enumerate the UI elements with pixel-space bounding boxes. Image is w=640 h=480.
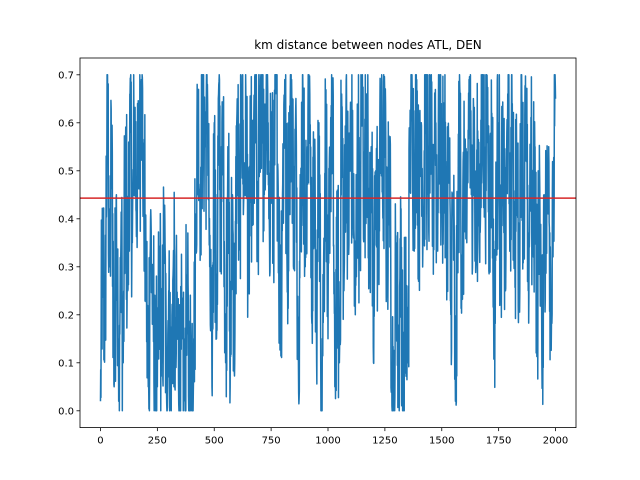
x-axis: 0 250 500 750 1000 1250 1500 1750 2000 [97,427,568,447]
x-tick-label: 250 [148,436,167,447]
y-tick-label: 0.6 [58,118,74,129]
x-tick-label: 1250 [372,436,397,447]
x-tick-label: 1000 [315,436,340,447]
x-tick-label: 0 [97,436,103,447]
y-tick-label: 0.3 [58,262,74,273]
x-tick-label: 750 [262,436,281,447]
series-layer [99,74,557,412]
x-tick-label: 1500 [429,436,454,447]
y-tick-label: 0.1 [58,358,74,369]
x-tick-label: 2000 [543,436,568,447]
y-tick-label: 0.2 [58,310,74,321]
y-tick-label: 0.5 [58,166,74,177]
x-tick-label: 500 [205,436,224,447]
y-tick-label: 0.7 [58,70,74,81]
y-tick-label: 0.0 [58,406,74,417]
y-tick-label: 0.4 [58,214,74,225]
x-tick-label: 1750 [486,436,511,447]
y-axis: 0.0 0.1 0.2 0.3 0.4 0.5 0.6 0.7 [58,70,80,417]
series-line-0 [99,74,557,412]
chart-title: km distance between nodes ATL, DEN [254,38,482,52]
